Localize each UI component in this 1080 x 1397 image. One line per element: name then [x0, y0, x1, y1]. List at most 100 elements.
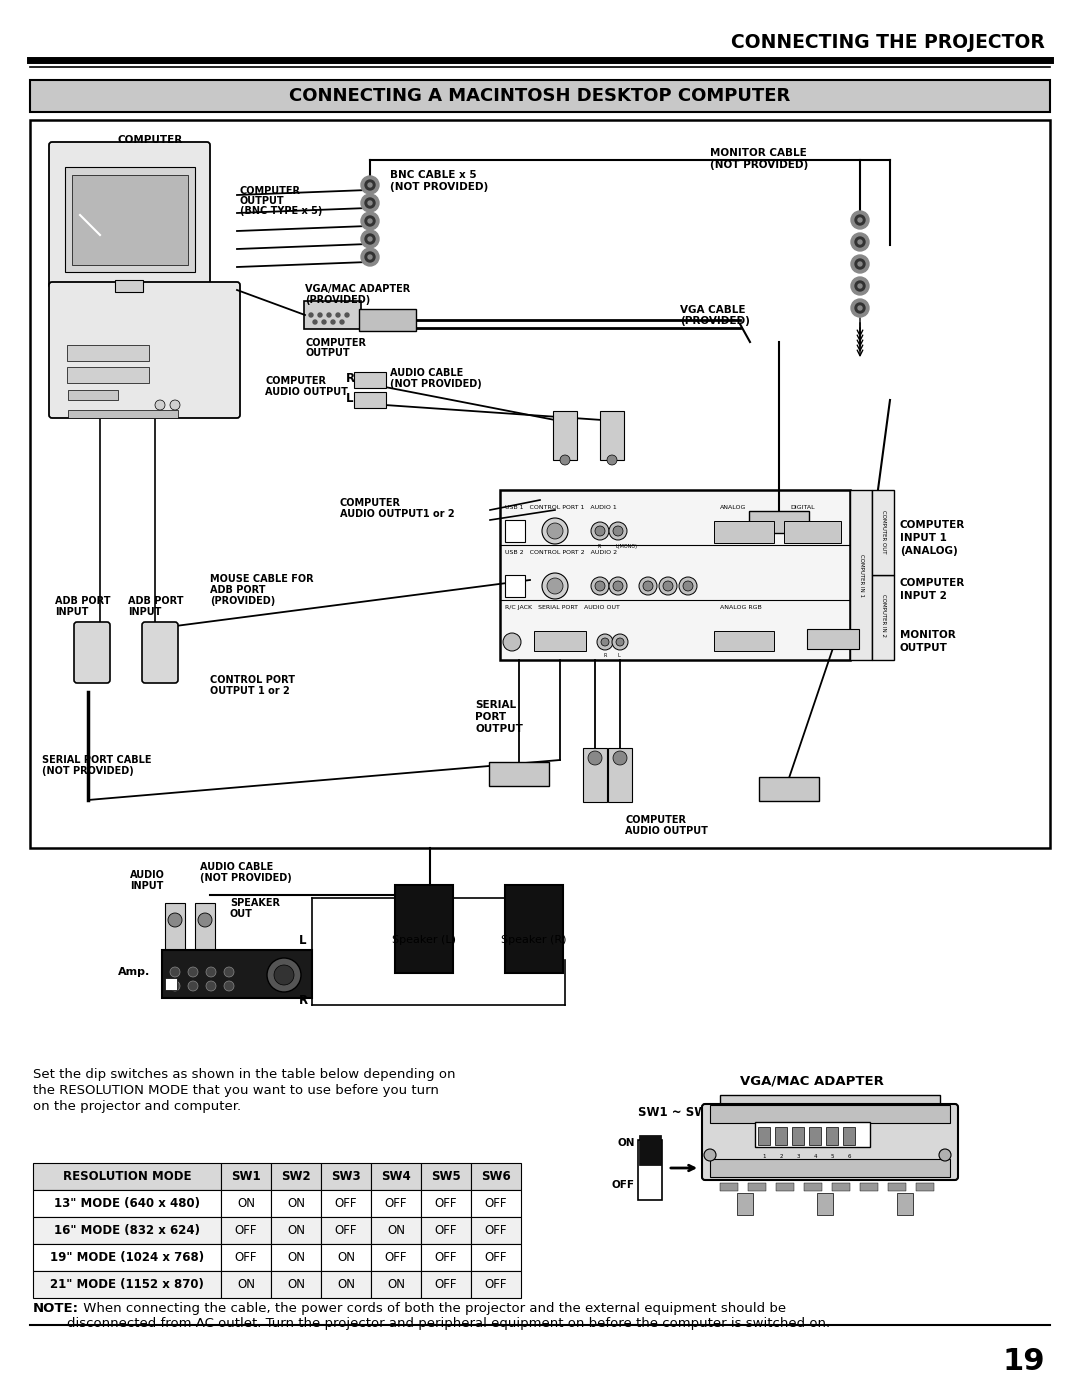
Circle shape: [267, 958, 301, 992]
Bar: [221, 1190, 271, 1217]
Circle shape: [322, 320, 326, 324]
Text: USB 1   CONTROL PORT 1   AUDIO 1: USB 1 CONTROL PORT 1 AUDIO 1: [505, 504, 617, 510]
Bar: [872, 490, 894, 576]
Text: INPUT: INPUT: [130, 882, 163, 891]
Circle shape: [330, 320, 335, 324]
Circle shape: [318, 313, 322, 317]
Text: 21" MODE (1152 x 870): 21" MODE (1152 x 870): [50, 1278, 204, 1291]
FancyBboxPatch shape: [784, 521, 841, 543]
Bar: [421, 1190, 471, 1217]
Text: SW6: SW6: [481, 1171, 511, 1183]
Bar: [372, 1243, 421, 1271]
Text: COMPUTER IN 1: COMPUTER IN 1: [859, 553, 864, 597]
Circle shape: [597, 634, 613, 650]
Text: (NOT PROVIDED): (NOT PROVIDED): [390, 379, 482, 388]
Circle shape: [855, 237, 865, 247]
FancyBboxPatch shape: [750, 511, 809, 534]
FancyBboxPatch shape: [702, 1104, 958, 1180]
Bar: [33, 1162, 221, 1190]
Circle shape: [503, 633, 521, 651]
FancyBboxPatch shape: [714, 521, 774, 543]
Bar: [271, 1190, 321, 1217]
Circle shape: [361, 249, 379, 265]
Text: L(MONO): L(MONO): [616, 543, 638, 549]
Circle shape: [546, 578, 563, 594]
Circle shape: [858, 218, 862, 222]
Text: L: L: [201, 904, 208, 916]
Bar: [471, 1243, 521, 1271]
FancyBboxPatch shape: [534, 631, 586, 651]
Text: L: L: [347, 391, 354, 405]
Circle shape: [561, 455, 570, 465]
Text: OUTPUT: OUTPUT: [305, 348, 350, 358]
FancyBboxPatch shape: [165, 902, 185, 963]
Text: OFF: OFF: [435, 1197, 457, 1210]
Circle shape: [612, 634, 627, 650]
Text: OFF: OFF: [435, 1250, 457, 1264]
Circle shape: [340, 320, 345, 324]
Circle shape: [368, 237, 372, 242]
Bar: [916, 1183, 934, 1192]
Text: ON: ON: [287, 1250, 305, 1264]
Circle shape: [368, 256, 372, 258]
Circle shape: [313, 320, 318, 324]
FancyBboxPatch shape: [354, 393, 386, 408]
Text: VGA/MAC ADAPTER: VGA/MAC ADAPTER: [305, 284, 410, 293]
Text: ON: ON: [287, 1224, 305, 1236]
Circle shape: [361, 194, 379, 212]
Circle shape: [198, 914, 212, 928]
Bar: [471, 1190, 521, 1217]
Text: When connecting the cable, the power cords of both the projector and the externa: When connecting the cable, the power cor…: [79, 1302, 786, 1315]
Text: MONITOR
OUTPUT: MONITOR OUTPUT: [900, 630, 956, 654]
Bar: [737, 1193, 753, 1215]
Bar: [505, 576, 525, 597]
Text: Speaker (L): Speaker (L): [392, 935, 456, 944]
Text: OFF: OFF: [612, 1180, 635, 1190]
Circle shape: [858, 240, 862, 244]
Text: ON: ON: [337, 1278, 355, 1291]
Text: SERIAL: SERIAL: [475, 700, 516, 710]
Bar: [421, 1217, 471, 1243]
Bar: [321, 1162, 372, 1190]
Circle shape: [600, 638, 609, 645]
Text: the RESOLUTION MODE that you want to use before you turn: the RESOLUTION MODE that you want to use…: [33, 1084, 438, 1097]
Circle shape: [365, 180, 375, 190]
Text: SW5: SW5: [431, 1171, 461, 1183]
Text: Speaker (R): Speaker (R): [501, 935, 567, 944]
Circle shape: [188, 981, 198, 990]
Text: Set the dip switches as shown in the table below depending on: Set the dip switches as shown in the tab…: [33, 1067, 456, 1081]
Text: OFF: OFF: [435, 1224, 457, 1236]
Text: (PROVIDED): (PROVIDED): [680, 316, 750, 326]
Text: COMPUTER: COMPUTER: [240, 186, 301, 196]
Text: 4: 4: [813, 1154, 816, 1160]
Text: OUTPUT: OUTPUT: [475, 724, 523, 733]
Bar: [804, 1183, 822, 1192]
Text: COMPUTER
INPUT 2: COMPUTER INPUT 2: [900, 578, 966, 601]
Text: (NOT PROVIDED): (NOT PROVIDED): [390, 182, 488, 191]
Text: 3: 3: [796, 1154, 800, 1160]
Bar: [30, 80, 1050, 112]
Text: SPEAKER: SPEAKER: [230, 898, 280, 908]
Text: R: R: [561, 426, 569, 439]
Circle shape: [309, 313, 313, 317]
Text: 6: 6: [847, 1154, 851, 1160]
Text: BNC CABLE x 5: BNC CABLE x 5: [390, 170, 476, 180]
Text: 19" MODE (1024 x 768): 19" MODE (1024 x 768): [50, 1250, 204, 1264]
Text: ON: ON: [287, 1278, 305, 1291]
Circle shape: [639, 577, 657, 595]
FancyBboxPatch shape: [608, 747, 632, 802]
Text: RESOLUTION MODE: RESOLUTION MODE: [63, 1171, 191, 1183]
Bar: [271, 1217, 321, 1243]
Text: OFF: OFF: [485, 1197, 508, 1210]
Text: L: L: [299, 933, 307, 947]
Bar: [421, 1271, 471, 1298]
Circle shape: [368, 183, 372, 187]
Text: COMPUTER: COMPUTER: [118, 136, 184, 145]
Bar: [471, 1217, 521, 1243]
Bar: [68, 390, 118, 400]
Text: ON: ON: [337, 1250, 355, 1264]
Text: SW2: SW2: [281, 1171, 311, 1183]
Circle shape: [361, 176, 379, 194]
Bar: [372, 1271, 421, 1298]
Text: ANALOG RGB: ANALOG RGB: [720, 605, 761, 610]
